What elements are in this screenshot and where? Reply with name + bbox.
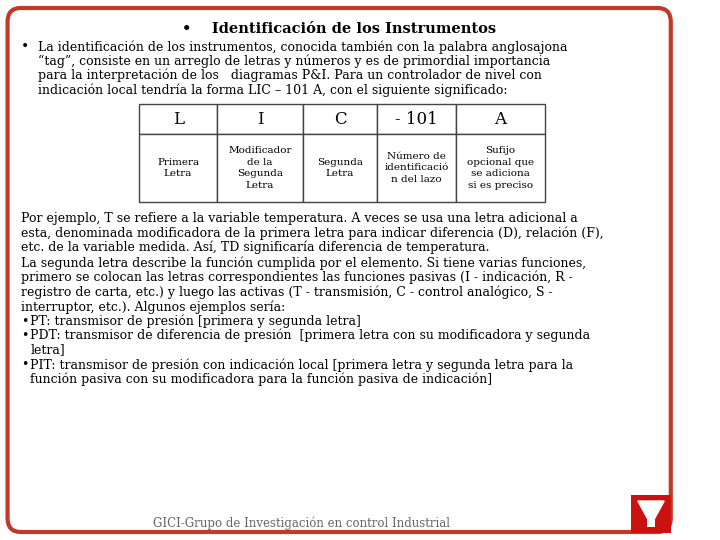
Text: La identificación de los instrumentos, conocida también con la palabra anglosajo: La identificación de los instrumentos, c…: [37, 40, 567, 53]
Text: PDT: transmisor de diferencia de presión  [primera letra con su modificadora y s: PDT: transmisor de diferencia de presión…: [30, 329, 590, 342]
Bar: [140, 134, 217, 202]
Text: •: •: [21, 329, 28, 342]
Text: Segunda
Letra: Segunda Letra: [317, 158, 363, 178]
Text: L: L: [173, 111, 184, 127]
Bar: [456, 134, 544, 202]
Polygon shape: [638, 501, 664, 525]
Text: Por ejemplo, T se refiere a la variable temperatura. A veces se usa una letra ad: Por ejemplo, T se refiere a la variable …: [21, 212, 577, 225]
Text: interruptor, etc.). Algunos ejemplos sería:: interruptor, etc.). Algunos ejemplos ser…: [21, 300, 285, 314]
Bar: [647, 519, 654, 527]
Text: •: •: [21, 314, 28, 327]
Text: para la interpretación de los   diagramas P&I. Para un controlador de nivel con: para la interpretación de los diagramas …: [37, 69, 541, 83]
Text: •    Identificación de los Instrumentos: • Identificación de los Instrumentos: [182, 22, 496, 36]
Text: •: •: [21, 40, 29, 54]
Text: PT: transmisor de presión [primera y segunda letra]: PT: transmisor de presión [primera y seg…: [30, 314, 361, 328]
Bar: [631, 495, 671, 533]
Text: registro de carta, etc.) y luego las activas (T - transmisión, C - control analó: registro de carta, etc.) y luego las act…: [21, 286, 552, 299]
Text: letra]: letra]: [30, 343, 65, 356]
Text: Sufijo
opcional que
se adiciona
si es preciso: Sufijo opcional que se adiciona si es pr…: [467, 146, 534, 190]
Bar: [303, 104, 377, 134]
Text: GICI-Grupo de Investigación en control Industrial: GICI-Grupo de Investigación en control I…: [153, 516, 450, 530]
Bar: [377, 104, 456, 134]
Text: C: C: [334, 111, 346, 127]
Bar: [140, 104, 217, 134]
Text: Número de
identificació
n del lazo: Número de identificació n del lazo: [384, 152, 449, 184]
Bar: [377, 134, 456, 202]
Text: A: A: [494, 111, 506, 127]
Bar: [217, 134, 303, 202]
FancyBboxPatch shape: [7, 8, 671, 532]
Text: primero se colocan las letras correspondientes las funciones pasivas (I - indica: primero se colocan las letras correspond…: [21, 271, 572, 285]
Text: indicación local tendría la forma LIC – 101 A, con el siguiente significado:: indicación local tendría la forma LIC – …: [37, 84, 507, 97]
Text: etc. de la variable medida. Así, TD significaría diferencia de temperatura.: etc. de la variable medida. Así, TD sign…: [21, 241, 489, 254]
Text: - 101: - 101: [395, 111, 438, 127]
Bar: [456, 104, 544, 134]
Bar: [217, 104, 303, 134]
Text: Modificador
de la
Segunda
Letra: Modificador de la Segunda Letra: [228, 146, 292, 190]
Text: Primera
Letra: Primera Letra: [157, 158, 199, 178]
Text: La segunda letra describe la función cumplida por el elemento. Si tiene varias f: La segunda letra describe la función cum…: [21, 256, 586, 270]
Text: PIT: transmisor de presión con indicación local [primera letra y segunda letra p: PIT: transmisor de presión con indicació…: [30, 358, 573, 372]
Text: función pasiva con su modificadora para la función pasiva de indicación]: función pasiva con su modificadora para …: [30, 373, 492, 386]
Text: •: •: [21, 358, 28, 371]
Text: esta, denominada modificadora de la primera letra para indicar diferencia (D), r: esta, denominada modificadora de la prim…: [21, 226, 603, 240]
Bar: [303, 134, 377, 202]
Text: I: I: [257, 111, 264, 127]
Text: “tag”, consiste en un arreglo de letras y números y es de primordial importancia: “tag”, consiste en un arreglo de letras …: [37, 55, 550, 68]
